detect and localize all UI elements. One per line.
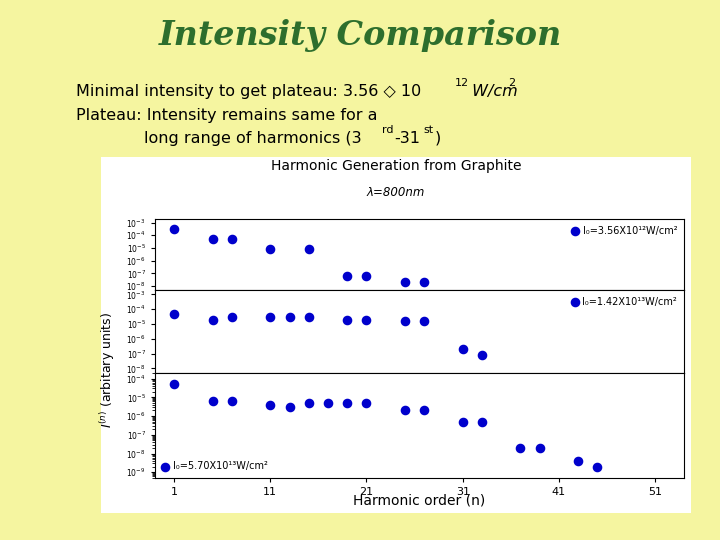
- Text: rd: rd: [382, 125, 393, 136]
- Point: [418, 278, 430, 287]
- Point: [515, 443, 526, 452]
- Point: [476, 417, 487, 426]
- Point: [168, 225, 180, 233]
- Text: st: st: [423, 125, 433, 136]
- Point: [457, 345, 469, 354]
- Point: [168, 380, 180, 388]
- Point: [226, 313, 238, 321]
- Text: -31: -31: [395, 131, 420, 146]
- Text: Minimal intensity to get plateau: 3.56 ◇ 10: Minimal intensity to get plateau: 3.56 ◇…: [76, 84, 421, 99]
- Text: Intensity Comparison: Intensity Comparison: [158, 19, 562, 52]
- Point: [207, 397, 218, 406]
- Point: [361, 399, 372, 407]
- Point: [341, 272, 353, 281]
- Point: [264, 313, 276, 321]
- Text: λ=800nm: λ=800nm: [366, 186, 426, 199]
- Point: [168, 309, 180, 318]
- Text: long range of harmonics (3: long range of harmonics (3: [144, 131, 361, 146]
- Text: 12: 12: [455, 78, 469, 88]
- Point: [399, 278, 410, 287]
- Point: [303, 399, 315, 407]
- Point: [361, 315, 372, 324]
- Point: [341, 399, 353, 407]
- Legend: I₀=1.42X10¹³W/cm²: I₀=1.42X10¹³W/cm²: [569, 295, 679, 309]
- Point: [399, 406, 410, 415]
- Point: [323, 399, 334, 407]
- Text: Harmonic Generation from Graphite: Harmonic Generation from Graphite: [271, 159, 521, 173]
- Point: [572, 457, 584, 465]
- Point: [361, 272, 372, 281]
- Point: [284, 403, 295, 411]
- Point: [226, 397, 238, 406]
- Point: [592, 462, 603, 471]
- Text: W/cm: W/cm: [467, 84, 517, 99]
- Point: [418, 317, 430, 326]
- Legend: I₀=3.56X10¹²W/cm²: I₀=3.56X10¹²W/cm²: [569, 224, 679, 238]
- Point: [264, 401, 276, 409]
- Point: [226, 235, 238, 244]
- Point: [303, 313, 315, 321]
- Text: $I^{(n)}$ (arbitary units): $I^{(n)}$ (arbitary units): [99, 313, 117, 428]
- Point: [207, 315, 218, 324]
- Point: [207, 235, 218, 244]
- Point: [418, 406, 430, 415]
- Point: [457, 417, 469, 426]
- Point: [264, 245, 276, 254]
- Point: [399, 317, 410, 326]
- Point: [476, 351, 487, 360]
- Point: [341, 315, 353, 324]
- Point: [534, 443, 546, 452]
- Text: Harmonic order (n): Harmonic order (n): [354, 494, 485, 508]
- Point: [284, 313, 295, 321]
- Text: 2: 2: [508, 78, 516, 88]
- Point: [303, 245, 315, 254]
- Text: Plateau: Intensity remains same for a: Plateau: Intensity remains same for a: [76, 108, 377, 123]
- Legend: I₀=5.70X10¹³W/cm²: I₀=5.70X10¹³W/cm²: [160, 459, 270, 473]
- Text: ): ): [435, 131, 441, 146]
